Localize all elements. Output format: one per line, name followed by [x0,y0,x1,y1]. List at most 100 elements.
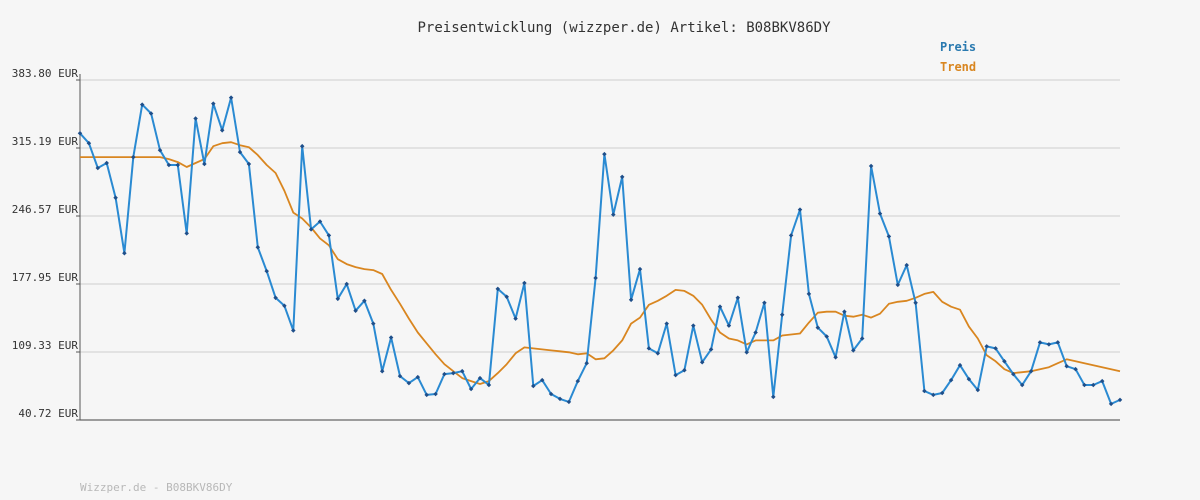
data-point [735,295,741,301]
y-tick-label: 315.19 EUR [12,135,79,148]
data-point [539,377,545,383]
data-point [691,323,696,328]
legend: Preis Trend [940,40,976,74]
data-point [1073,366,1078,372]
data-point [531,383,536,389]
data-point [628,297,634,303]
data-point [415,374,421,380]
data-point [637,266,643,272]
data-point [1064,363,1069,369]
data-point [575,378,581,384]
y-tick-label: 383.80 EUR [12,67,79,80]
data-point [744,350,749,355]
data-point [139,102,145,107]
data-point [273,295,278,301]
data-point [459,368,465,374]
data-point [1037,340,1043,345]
data-point [664,321,669,326]
data-point [326,233,332,238]
data-point [922,388,927,394]
data-point [939,390,945,396]
legend-entry-trend: Trend [940,60,976,74]
data-point [513,316,518,321]
y-tick-label: 40.72 EUR [18,407,78,420]
data-point [282,303,287,309]
data-point [1117,397,1123,403]
data-point [468,386,474,392]
y-tick-label: 177.95 EUR [12,271,79,284]
data-point [299,143,305,149]
data-point [931,392,936,398]
y-axis-ticks: 383.80 EUR 315.19 EUR 246.57 EUR 177.95 EUR… [12,67,80,421]
data-point [708,347,714,352]
data-point [495,286,501,292]
data-point [424,392,429,398]
data-point [557,396,563,402]
data-point [122,250,127,256]
data-point [566,399,572,405]
data-point [397,373,403,379]
data-point [1002,359,1007,364]
data-point [371,321,376,326]
data-point [975,387,981,393]
data-point [548,391,554,397]
data-point [655,351,661,356]
data-point [442,371,447,377]
data-point [806,291,812,297]
data-point [895,282,901,288]
y-tick-label: 109.33 EUR [12,339,79,352]
data-point [379,368,385,374]
data-point [362,298,367,304]
data-point [1099,378,1105,384]
chart-footer: Wizzper.de - B08BKV86DY [80,481,233,494]
data-point [584,360,589,366]
data-point [993,346,998,351]
data-point [859,336,865,341]
data-point [1046,342,1052,347]
data-point [77,131,83,136]
data-point [913,300,918,306]
data-point [824,334,829,339]
data-point [593,275,598,281]
chart-title: Preisentwicklung (wizzper.de) Artikel: B… [417,20,831,36]
data-point [717,304,723,309]
data-point [86,140,92,146]
data-point [842,309,847,314]
data-point [104,160,109,166]
data-point [833,355,838,360]
data-point [291,328,296,333]
series-line-preis [79,96,1121,405]
data-point [957,362,963,368]
data-point [1028,368,1034,374]
data-point [264,268,269,274]
data-point [451,370,456,376]
data-point [762,300,767,306]
data-point [984,344,989,349]
data-point [815,325,821,330]
data-point [504,294,509,300]
data-point [1019,382,1025,388]
series-line-trend [80,141,1121,385]
series-trend [80,141,1121,385]
data-point [1108,401,1114,407]
data-point [433,391,438,397]
data-point [966,376,972,382]
data-point [113,195,118,200]
data-point [388,335,394,340]
data-point [779,312,785,317]
y-tick-label: 246.57 EUR [12,203,79,216]
data-point [851,348,856,353]
series-price [77,95,1123,407]
data-point [753,330,758,335]
data-point [477,375,483,381]
data-point [335,296,341,302]
data-point [95,165,101,171]
data-point [673,372,678,378]
data-point [1082,382,1087,388]
data-point [682,367,687,373]
legend-entry-preis: Preis [940,40,976,54]
data-point [646,346,652,351]
data-point [1011,371,1016,377]
